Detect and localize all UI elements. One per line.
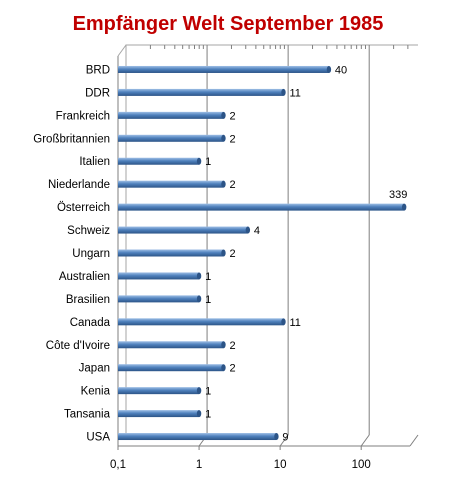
- data-label: 2: [229, 110, 235, 122]
- data-label: 4: [254, 225, 260, 237]
- data-label: 11: [289, 87, 300, 99]
- category-label: USA: [86, 432, 110, 444]
- category-label: Frankreich: [56, 110, 110, 122]
- bar: [118, 410, 202, 418]
- bar: [118, 180, 226, 188]
- category-label: Tansania: [64, 409, 111, 421]
- data-label: 1: [205, 271, 211, 283]
- bar: [118, 111, 226, 119]
- bar: [118, 203, 407, 211]
- data-label: 339: [389, 189, 407, 201]
- data-label: 1: [205, 386, 211, 398]
- bar: [118, 318, 286, 326]
- back-wall: [125, 44, 418, 435]
- category-label: Großbritannien: [33, 133, 110, 145]
- category-label: Schweiz: [67, 225, 110, 237]
- data-label: 1: [205, 409, 211, 421]
- data-label: 2: [229, 363, 235, 375]
- category-label: BRD: [86, 64, 110, 76]
- data-label: 2: [229, 179, 235, 191]
- bar: [118, 387, 202, 395]
- category-label: Italien: [79, 156, 110, 168]
- category-label: Ungarn: [72, 248, 110, 260]
- category-label: Österreich: [57, 202, 110, 214]
- data-label: 2: [229, 340, 235, 352]
- chart-title: Empfänger Welt September 1985: [73, 13, 384, 35]
- data-label: 2: [229, 248, 235, 260]
- bar: [118, 364, 226, 372]
- category-label: Japan: [79, 363, 110, 375]
- bar: [118, 157, 202, 165]
- data-label: 1: [205, 156, 211, 168]
- category-label: Canada: [70, 317, 111, 329]
- category-label: Kenia: [81, 386, 111, 398]
- x-tick-label: 10: [274, 459, 287, 471]
- x-tick-label: 0,1: [110, 459, 126, 471]
- bar: [118, 272, 202, 280]
- bar: [118, 249, 226, 257]
- data-label: 9: [282, 432, 288, 444]
- bar: [118, 295, 202, 303]
- bar: [118, 433, 279, 441]
- data-label: 1: [205, 294, 211, 306]
- bar: [118, 88, 286, 96]
- category-label: DDR: [85, 87, 110, 99]
- category-label: Australien: [59, 271, 110, 283]
- bar: [118, 341, 226, 349]
- data-label: 40: [335, 64, 347, 76]
- bar: [118, 134, 226, 142]
- category-label: Niederlande: [48, 179, 110, 191]
- bar: [118, 65, 332, 73]
- data-label: 2: [229, 133, 235, 145]
- category-label: Brasilien: [66, 294, 110, 306]
- bar: [118, 226, 251, 234]
- category-label: Côte d'Ivoire: [46, 340, 110, 352]
- x-tick-label: 100: [352, 459, 371, 471]
- data-label: 11: [289, 317, 300, 329]
- x-tick-label: 1: [196, 459, 202, 471]
